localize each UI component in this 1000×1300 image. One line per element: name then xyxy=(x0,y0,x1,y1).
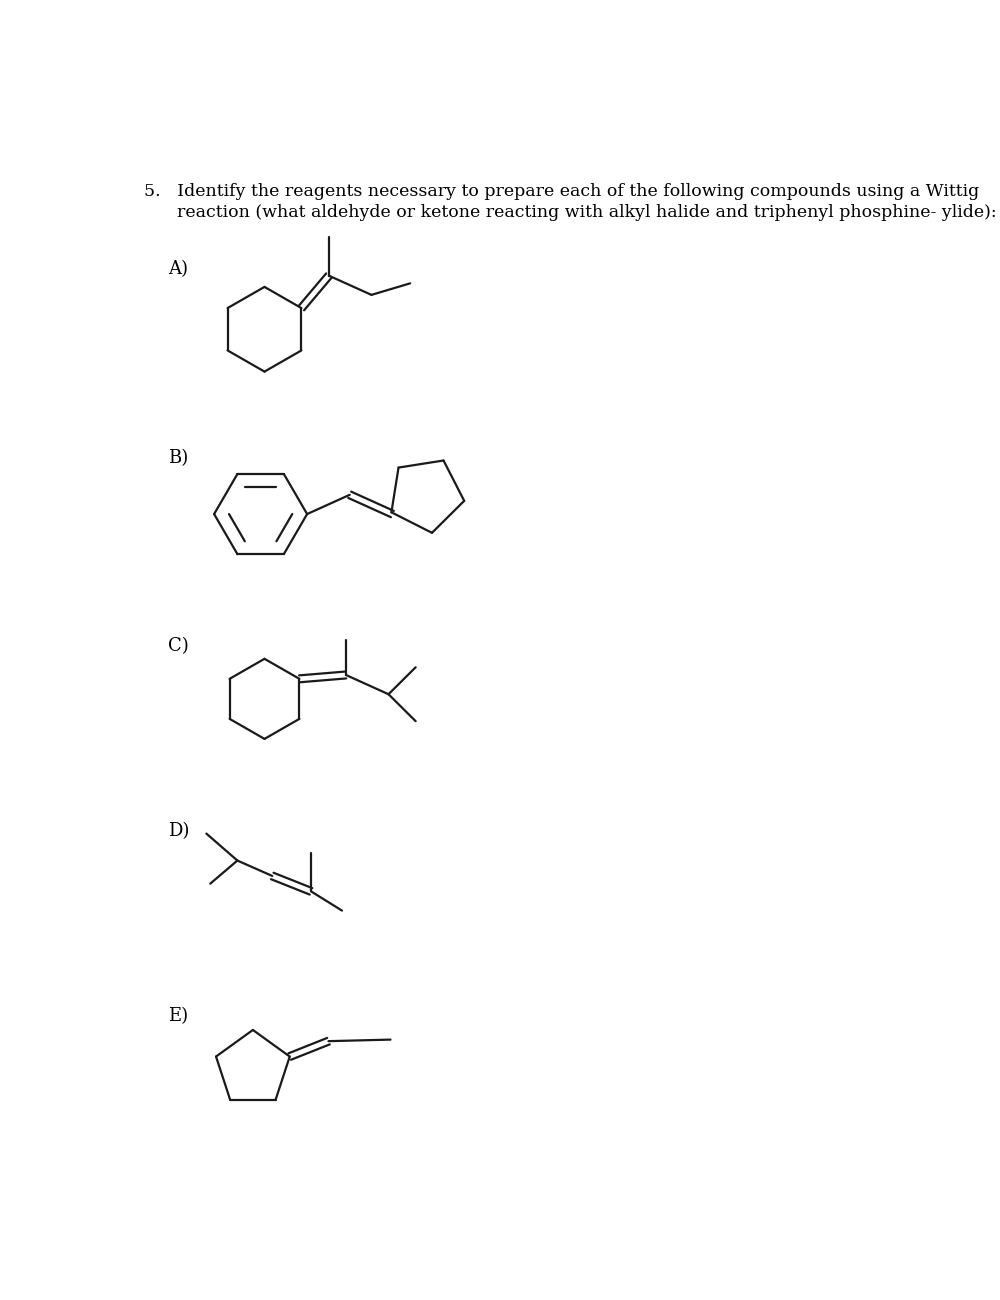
Text: 5.   Identify the reagents necessary to prepare each of the following compounds : 5. Identify the reagents necessary to pr… xyxy=(144,183,980,200)
Text: reaction (what aldehyde or ketone reacting with alkyl halide and triphenyl phosp: reaction (what aldehyde or ketone reacti… xyxy=(144,204,997,221)
Text: E): E) xyxy=(168,1006,188,1024)
Text: A): A) xyxy=(168,260,188,278)
Text: C): C) xyxy=(168,637,188,655)
Text: D): D) xyxy=(168,822,189,840)
Text: B): B) xyxy=(168,448,188,467)
